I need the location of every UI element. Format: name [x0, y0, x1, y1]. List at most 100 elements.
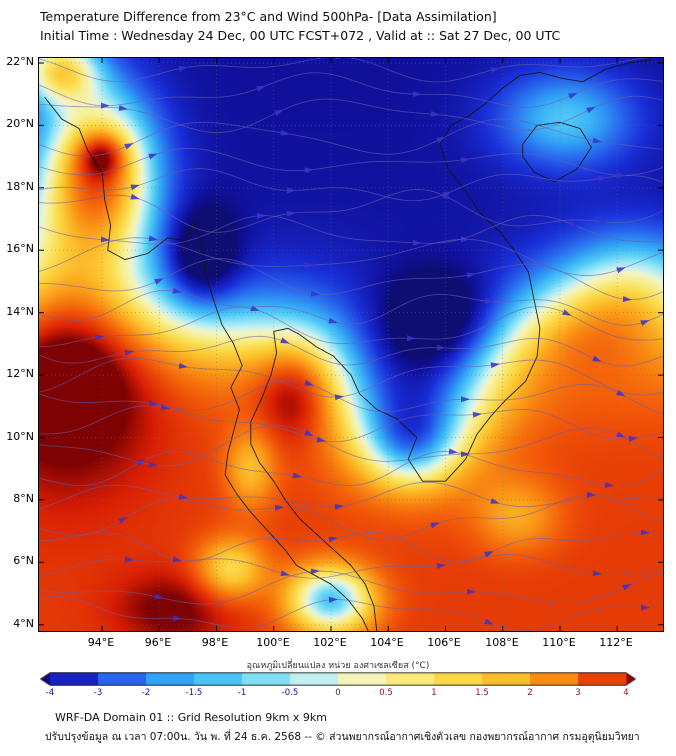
wind-arrow-icon — [598, 175, 608, 182]
lat-tick-label: 14°N — [6, 305, 34, 318]
coastline — [250, 331, 378, 631]
colorbar-tick-label: 0 — [335, 688, 341, 698]
wind-arrow-icon — [412, 91, 422, 98]
wind-arrow-icon — [304, 262, 314, 269]
wind-arrow-icon — [148, 400, 158, 407]
lon-tick-label: 112°E — [599, 636, 633, 649]
wind-arrow-icon — [406, 335, 416, 342]
wind-arrow-icon — [592, 355, 602, 362]
wind-streamline — [39, 188, 663, 233]
wind-arrow-icon — [94, 334, 104, 341]
wind-arrow-icon — [148, 235, 158, 242]
wind-arrow-icon — [101, 102, 110, 109]
lon-tick-label: 108°E — [485, 636, 519, 649]
wind-streamline — [39, 450, 663, 487]
wind-arrow-icon — [256, 85, 266, 92]
wind-arrow-icon — [124, 143, 134, 150]
footer-domain-info: WRF-DA Domain 01 :: Grid Resolution 9km … — [55, 711, 327, 724]
wind-arrow-icon — [568, 220, 578, 227]
colorbar-title: อุณหภูมิเปลี่ยนแปลง หน่วย องศาเซลเซียส (… — [246, 661, 430, 671]
wind-arrow-icon — [178, 493, 188, 500]
wind-arrow-icon — [280, 570, 290, 576]
wind-streamline — [39, 595, 663, 631]
lat-tick-label: 18°N — [6, 180, 34, 193]
wind-arrow-icon — [467, 588, 476, 595]
wind-arrow-icon — [436, 563, 446, 569]
temperature-field-canvas — [39, 58, 663, 631]
colorbar-tick-label: 2 — [527, 688, 533, 698]
colorbar-tick-label: -1.5 — [185, 688, 203, 698]
lat-tick-label: 8°N — [13, 492, 34, 505]
wind-arrow-icon — [178, 362, 188, 369]
wind-arrow-icon — [616, 431, 626, 438]
wind-arrow-icon — [461, 236, 470, 243]
colorbar-tick-label: -0.5 — [281, 688, 299, 698]
wind-arrow-icon — [598, 218, 608, 225]
wind-streamline — [39, 215, 663, 245]
lon-tick-label: 96°E — [144, 636, 172, 649]
wind-arrow-icon — [628, 435, 638, 442]
wind-arrow-icon — [490, 362, 500, 369]
wind-arrow-icon — [172, 287, 182, 294]
wind-streamline — [39, 72, 663, 108]
wind-arrow-icon — [412, 239, 422, 246]
wind-streamline — [39, 481, 663, 510]
wind-arrow-icon — [148, 153, 158, 160]
wind-streamline — [39, 306, 663, 348]
wind-arrow-icon — [154, 278, 164, 285]
colorbar-tick-label: 4 — [623, 688, 629, 698]
colorbar-canvas — [40, 672, 636, 686]
wind-arrow-icon — [460, 451, 470, 458]
map-overlay-svg — [39, 58, 663, 631]
wind-streamline — [39, 380, 663, 415]
lat-tick-label: 22°N — [6, 55, 34, 68]
lon-tick-label: 102°E — [313, 636, 347, 649]
wind-arrow-icon — [616, 172, 626, 179]
wind-arrow-icon — [484, 618, 494, 625]
wind-arrow-icon — [304, 429, 314, 437]
wind-arrow-icon — [460, 157, 470, 164]
wind-streamline — [39, 424, 663, 467]
wind-arrow-icon — [640, 529, 650, 536]
coastline — [519, 59, 652, 83]
wind-arrow-icon — [274, 109, 284, 117]
wind-arrow-icon — [118, 516, 128, 524]
wind-arrow-icon — [172, 556, 182, 563]
wind-arrow-icon — [472, 411, 482, 418]
lat-tick-label: 4°N — [13, 617, 34, 630]
wind-arrow-icon — [586, 491, 596, 498]
wind-streamline — [39, 531, 663, 562]
wind-streamline — [39, 570, 663, 605]
wind-arrow-icon — [178, 65, 188, 72]
wind-arrow-icon — [442, 191, 452, 198]
colorbar-tick-label: -2 — [141, 688, 151, 698]
wind-arrow-icon — [490, 498, 500, 504]
wind-arrow-icon — [622, 296, 632, 302]
wind-streamline — [39, 357, 663, 398]
wind-arrow-icon — [304, 379, 314, 386]
footer-update-info: ปรับปรุงข้อมูล ณ เวลา 07:00น. วัน พ. ที่… — [45, 731, 640, 743]
wind-streamline — [39, 95, 663, 133]
wind-arrow-icon — [328, 596, 338, 603]
colorbar — [40, 671, 636, 686]
wind-arrow-icon — [484, 551, 494, 558]
wind-streamline — [39, 58, 663, 83]
wind-arrow-icon — [592, 137, 602, 144]
wind-arrow-icon — [616, 267, 626, 274]
lat-tick-label: 16°N — [6, 242, 34, 255]
wind-streamline — [39, 258, 663, 300]
wind-arrow-icon — [461, 396, 470, 403]
wind-arrow-icon — [310, 568, 320, 575]
colorbar-tick-label: -1 — [237, 688, 247, 698]
wind-arrow-icon — [334, 503, 344, 510]
lon-tick-label: 110°E — [542, 636, 576, 649]
colorbar-tick-label: 3 — [575, 688, 581, 698]
wind-arrow-icon — [641, 604, 650, 611]
chart-header: Temperature Difference from 23°C and Win… — [40, 7, 560, 45]
lat-tick-label: 12°N — [6, 367, 34, 380]
wind-arrow-icon — [287, 187, 296, 194]
wind-arrow-icon — [310, 290, 320, 297]
lon-tick-label: 98°E — [201, 636, 229, 649]
wind-arrow-icon — [172, 615, 182, 622]
wind-arrow-icon — [436, 344, 446, 351]
